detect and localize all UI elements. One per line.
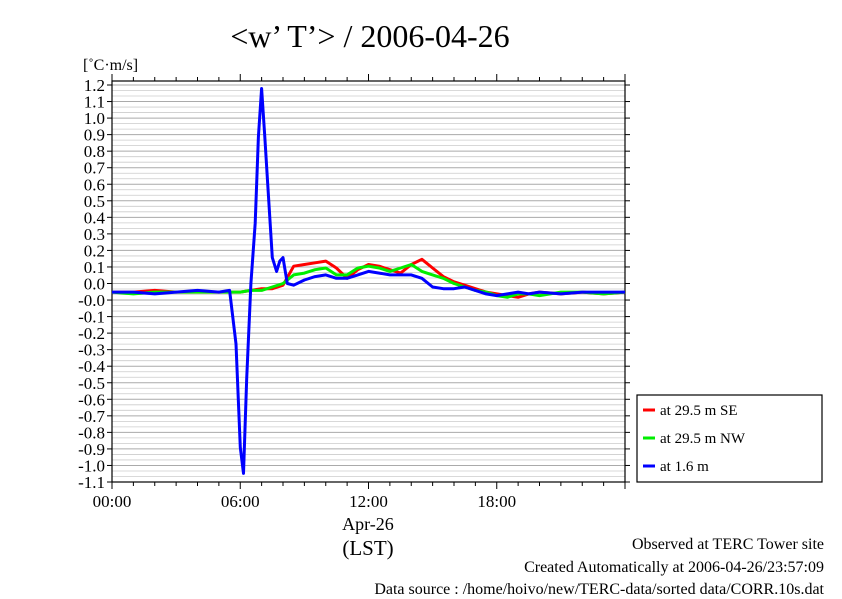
x-axis-date-label: Apr-26 (342, 514, 394, 534)
y-tick-label: -0.3 (78, 341, 105, 360)
y-axis-label: [˚C·m/s] (83, 57, 138, 74)
y-tick-label: 0.1 (84, 258, 105, 277)
y-tick-label: 0.3 (84, 225, 105, 244)
y-tick-label: 0.9 (84, 126, 105, 145)
footer-observed: Observed at TERC Tower site (631, 536, 824, 553)
y-tick-label: -1.0 (78, 456, 105, 475)
grid-lines (112, 84, 625, 483)
y-tick-label: 0.7 (84, 159, 106, 178)
y-tick-label: -0.4 (78, 357, 105, 376)
x-tick-label: 00:00 (93, 492, 132, 511)
legend-label: at 29.5 m NW (660, 431, 746, 447)
y-tick-label: 0.6 (84, 175, 105, 194)
legend-label: at 1.6 m (660, 459, 709, 475)
y-tick-label: -1.1 (78, 473, 105, 492)
y-tick-label: -0.5 (78, 374, 105, 393)
y-tick-label: -0.9 (78, 440, 105, 459)
y-tick-label: 0.8 (84, 142, 105, 161)
legend-label: at 29.5 m SE (660, 403, 738, 419)
x-tick-label: 12:00 (349, 492, 388, 511)
legend: at 29.5 m SE at 29.5 m NW at 1.6 m (636, 394, 823, 483)
y-tick-label: 0.2 (84, 241, 105, 260)
y-tick-label: -0.7 (78, 407, 105, 426)
y-tick-label: 0.0 (84, 275, 105, 294)
series-lines (111, 87, 626, 475)
y-tick-label: 1.0 (84, 109, 105, 128)
x-tick-label: 18:00 (477, 492, 516, 511)
x-axis-ticks: 00:00 06:00 12:00 18:00 (93, 74, 626, 511)
footer-created: Created Automatically at 2006-04-26/23:5… (524, 559, 824, 576)
y-axis-ticks: 1.21.11.00.90.80.70.60.50.40.30.20.10.0-… (78, 76, 630, 492)
plot-area-frame (111, 80, 626, 483)
series-line-2 (111, 263, 626, 299)
y-tick-label: 0.5 (84, 192, 105, 211)
legend-box (636, 394, 823, 483)
footer-source: Data source : /home/hoivo/new/TERC-data/… (374, 581, 824, 598)
y-tick-label: -0.1 (78, 308, 105, 327)
y-tick-label: -0.2 (78, 324, 105, 343)
y-tick-label: -0.8 (78, 423, 105, 442)
chart-title: <w’ T’> / 2006-04-26 (230, 18, 509, 54)
y-tick-label: -0.6 (78, 390, 105, 409)
x-tick-label: 06:00 (221, 492, 260, 511)
y-tick-label: 1.2 (84, 76, 105, 95)
y-tick-label: 1.1 (84, 93, 105, 112)
y-tick-label: -0.0 (78, 291, 105, 310)
x-axis-timezone-label: (LST) (342, 536, 393, 560)
series-line-3 (112, 87, 625, 475)
y-tick-label: 0.4 (84, 208, 106, 227)
